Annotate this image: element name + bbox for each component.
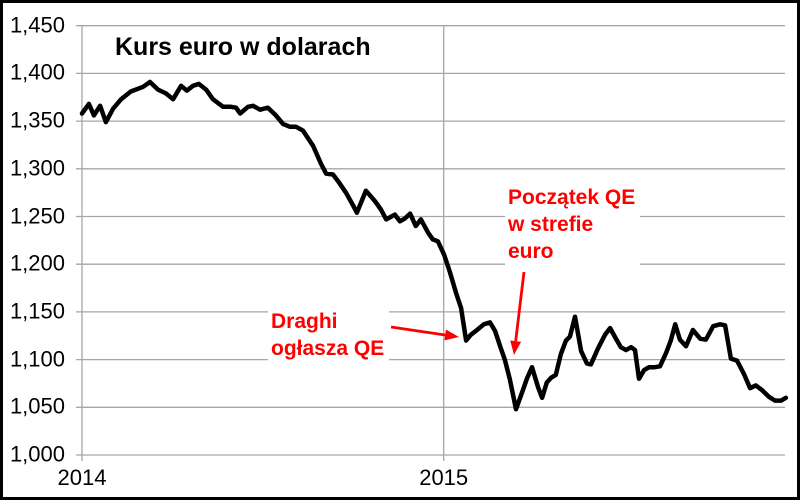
- arrow-draghi-qe-head: [444, 329, 459, 341]
- annotation-qe-start: Początek QE w strefie euro: [505, 183, 641, 267]
- annotation-arrow-shaft: [390, 325, 446, 337]
- y-tick-label: 1,350: [9, 107, 65, 133]
- annotation-line: w strefie: [508, 213, 594, 236]
- y-tick-label: 1,150: [9, 298, 65, 324]
- y-tick-label: 1,000: [9, 441, 65, 467]
- annotation-line: Początek QE: [508, 186, 636, 209]
- x-tick-label: 2014: [57, 465, 107, 490]
- eur-usd-line: [79, 79, 789, 412]
- y-tick-label: 1,050: [9, 393, 65, 419]
- y-tick-label: 1,300: [9, 155, 65, 181]
- x-tick-label: 2015: [419, 465, 469, 490]
- y-tick-label: 1,400: [9, 59, 65, 85]
- y-tick-label: 1,250: [9, 202, 65, 228]
- y-tick-label: 1,450: [9, 12, 65, 38]
- annotation-arrow-shaft: [514, 271, 526, 342]
- annotation-line: euro: [508, 240, 554, 263]
- annotation-line: Draghi: [271, 310, 338, 333]
- chart-title: Kurs euro w dolarach: [115, 33, 371, 61]
- plot-area: [76, 25, 789, 461]
- y-tick-label: 1,100: [9, 346, 65, 372]
- annotation-line: ogłasza QE: [271, 337, 385, 360]
- annotation-draghi-qe: Draghi ogłasza QE: [268, 307, 390, 364]
- arrow-qe-start-head: [510, 340, 522, 355]
- y-tick-label: 1,200: [9, 250, 65, 276]
